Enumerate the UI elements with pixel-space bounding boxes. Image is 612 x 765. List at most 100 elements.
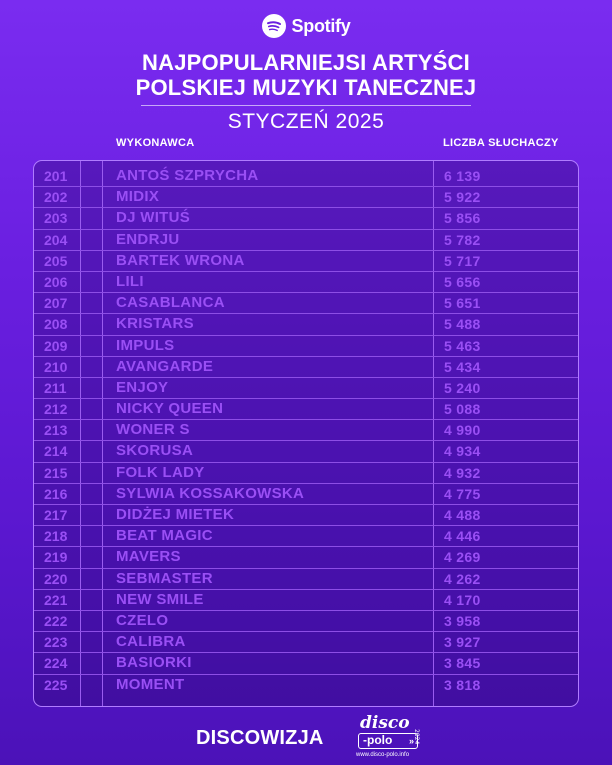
disco-polo-logo-disco: disco [360, 713, 410, 733]
table-row: 206 LILI 5 656 [34, 272, 578, 294]
artist-cell: BARTEK WRONA [116, 251, 245, 269]
rank-cell: 213 [44, 422, 68, 439]
artist-cell: CZELO [116, 611, 169, 629]
table-row: 215 FOLK LADY 4 932 [34, 463, 578, 484]
artist-cell: LILI [116, 272, 144, 290]
rank-cell: 215 [44, 464, 68, 481]
table-row: 216 SYLWIA KOSSAKOWSKA 4 775 [34, 484, 578, 505]
table-row: 204 ENDRJU 5 782 [34, 230, 578, 251]
table-row: 207 CASABLANCA 5 651 [34, 293, 578, 315]
rank-cell: 206 [44, 273, 68, 290]
listeners-cell: 5 463 [444, 337, 481, 354]
listeners-cell: 6 139 [444, 168, 481, 184]
column-header-listeners: LICZBA SŁUCHACZY [443, 137, 559, 149]
rank-cell: 208 [44, 316, 68, 333]
page-subtitle: STYCZEŃ 2025 [227, 110, 385, 133]
artist-cell: BEAT MAGIC [116, 527, 213, 545]
header: Spotify NAJPOPULARNIEJSI ARTYŚCI POLSKIE… [0, 12, 612, 134]
artist-cell: ENDRJU [116, 230, 180, 248]
table-row: 201 ANTOŚ SZPRYCHA 6 139 [34, 166, 578, 188]
page-title: NAJPOPULARNIEJSI ARTYŚCI POLSKIEJ MUZYKI… [0, 50, 612, 100]
listeners-cell: 3 958 [444, 612, 481, 629]
listeners-cell: 5 782 [444, 231, 481, 248]
listeners-cell: 4 170 [444, 591, 481, 608]
rank-cell: 217 [44, 507, 68, 523]
rank-cell: 214 [44, 443, 68, 460]
artist-cell: NICKY QUEEN [116, 400, 224, 418]
disco-polo-logo-url: www.disco-polo.info [356, 752, 410, 758]
artist-cell: AVANGARDE [116, 357, 214, 375]
table-row: 209 IMPULS 5 463 [34, 336, 578, 357]
table-row: 221 NEW SMILE 4 170 [34, 590, 578, 611]
artist-cell: SYLWIA KOSSAKOWSKA [116, 484, 305, 502]
title-line-2: POLSKIEJ MUZYKI TANECZNEJ [135, 75, 477, 100]
table-row: 220 SEBMASTER 4 262 [34, 569, 578, 590]
spotify-wordmark: Spotify [291, 15, 351, 36]
rank-cell: 205 [44, 252, 68, 269]
listeners-cell: 5 240 [444, 379, 481, 396]
artist-cell: MOMENT [116, 675, 185, 693]
rank-cell: 201 [44, 168, 68, 184]
spotify-logo-icon [261, 14, 286, 38]
spotify-brand: Spotify [0, 12, 612, 40]
listeners-cell: 4 262 [444, 570, 481, 587]
artist-cell: IMPULS [116, 336, 175, 354]
disco-polo-logo-polo-box: -polo » [358, 733, 418, 749]
artist-cell: NEW SMILE [116, 590, 204, 608]
listeners-cell: 3 845 [444, 655, 481, 672]
table-row: 212 NICKY QUEEN 5 088 [34, 399, 578, 421]
artist-cell: MAVERS [116, 548, 181, 566]
artist-cell: WONER S [116, 421, 190, 439]
rank-cell: 203 [44, 210, 68, 227]
artist-cell: FOLK LADY [116, 463, 205, 481]
disco-polo-logo: disco -polo » www.disco-polo.info 2024 [352, 713, 424, 763]
listeners-cell: 3 818 [444, 676, 481, 693]
listeners-cell: 5 434 [444, 358, 481, 375]
listeners-cell: 5 717 [444, 252, 481, 269]
listeners-cell: 5 088 [444, 401, 481, 418]
rank-cell: 223 [44, 634, 68, 651]
disco-polo-logo-year: 2024 [413, 729, 420, 745]
artist-cell: DJ WITUŚ [116, 209, 191, 227]
table-row: 211 ENJOY 5 240 [34, 378, 578, 400]
listeners-cell: 4 446 [444, 528, 481, 545]
rank-cell: 207 [44, 295, 68, 312]
table-row: 218 BEAT MAGIC 4 446 [34, 526, 578, 548]
title-line-1: NAJPOPULARNIEJSI ARTYŚCI [142, 50, 470, 75]
title-divider [141, 105, 471, 106]
listeners-cell: 4 990 [444, 422, 481, 439]
rank-cell: 222 [44, 612, 68, 629]
table-body: 201 ANTOŚ SZPRYCHA 6 139 202 MIDIX 5 922 203 DJ… [34, 166, 578, 696]
table-row: 210 AVANGARDE 5 434 [34, 357, 578, 378]
listeners-cell: 5 651 [444, 295, 481, 312]
listeners-cell: 4 488 [444, 507, 481, 523]
table-row: 219 MAVERS 4 269 [34, 547, 578, 569]
table-divider [80, 161, 81, 706]
listeners-cell: 4 932 [444, 464, 481, 481]
rank-cell: 212 [44, 401, 68, 418]
listeners-cell: 3 927 [444, 634, 481, 651]
artist-cell: ANTOŚ SZPRYCHA [116, 167, 259, 184]
listeners-cell: 4 775 [444, 485, 481, 502]
double-chevron-right-icon: » [408, 736, 414, 746]
table-row: 208 KRISTARS 5 488 [34, 314, 578, 336]
rank-cell: 225 [44, 676, 68, 693]
table-row: 223 CALIBRA 3 927 [34, 632, 578, 654]
artist-cell: SKORUSA [116, 442, 194, 460]
rank-cell: 221 [44, 591, 68, 608]
table-row: 203 DJ WITUŚ 5 856 [34, 208, 578, 230]
rank-cell: 218 [44, 528, 68, 545]
artist-cell: CASABLANCA [116, 294, 225, 312]
disco-polo-logo-polo: -polo [363, 733, 393, 747]
artist-cell: BASIORKI [116, 654, 192, 672]
artist-cell: KRISTARS [116, 315, 194, 333]
listeners-cell: 5 488 [444, 316, 481, 333]
rank-cell: 220 [44, 570, 68, 587]
artist-cell: SEBMASTER [116, 569, 213, 587]
table-row: 213 WONER S 4 990 [34, 420, 578, 442]
listeners-cell: 5 856 [444, 210, 481, 227]
table-divider [102, 161, 103, 706]
table-row: 224 BASIORKI 3 845 [34, 653, 578, 675]
ranking-table: 201 ANTOŚ SZPRYCHA 6 139 202 MIDIX 5 922 203 DJ… [33, 160, 579, 707]
rank-cell: 219 [44, 549, 68, 566]
